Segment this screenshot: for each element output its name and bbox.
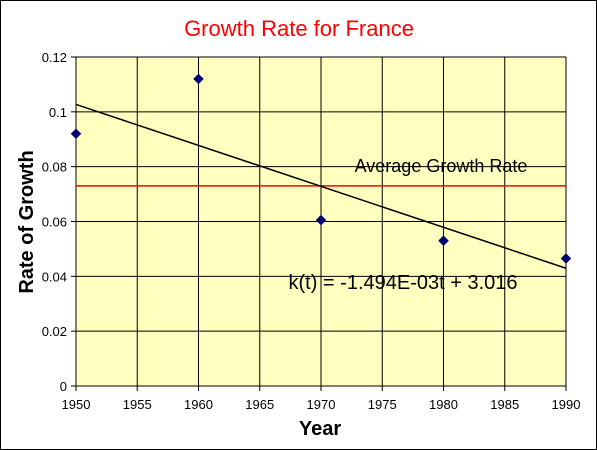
trendline-group [75, 103, 567, 269]
y-tick-label: 0.04 [42, 269, 67, 284]
trendline-equation: k(t) = -1.494E-03t + 3.016 [288, 272, 517, 294]
x-tick-label: 1990 [552, 397, 581, 412]
data-point [315, 214, 327, 226]
x-tick-label: 1975 [368, 397, 397, 412]
data-point [560, 253, 572, 264]
x-tick-labels: 1950 1955 1960 1965 1970 1975 1980 1985 1990 [62, 397, 581, 412]
data-point [438, 235, 449, 247]
y-tick-label: 0.1 [49, 105, 67, 120]
data-point [193, 73, 204, 85]
x-tick-label: 1965 [245, 397, 274, 412]
x-tick-label: 1985 [490, 397, 519, 412]
x-tick-label: 1980 [429, 397, 458, 412]
chart-title: Growth Rate for France [184, 16, 414, 41]
average-line-label: Average Growth Rate [355, 156, 528, 176]
x-tick-label: 1950 [62, 397, 91, 412]
y-tick-label: 0.08 [42, 160, 67, 175]
x-tick-label: 1970 [307, 397, 336, 412]
y-tick-label: 0.12 [42, 50, 67, 65]
trendline [75, 103, 567, 269]
x-axis-title: Year [299, 418, 341, 440]
y-tick-label: 0.02 [42, 324, 67, 339]
y-tick-labels: 0 0.02 0.04 0.06 0.08 0.1 0.12 [42, 50, 67, 394]
y-tick-label: 0 [60, 379, 67, 394]
data-point [70, 128, 82, 140]
y-axis-title: Rate of Growth [16, 150, 38, 293]
x-tick-label: 1955 [123, 397, 152, 412]
x-tick-label: 1960 [184, 397, 213, 412]
data-points [70, 73, 572, 264]
y-tick-label: 0.06 [42, 215, 67, 230]
grid-lines [71, 56, 567, 391]
